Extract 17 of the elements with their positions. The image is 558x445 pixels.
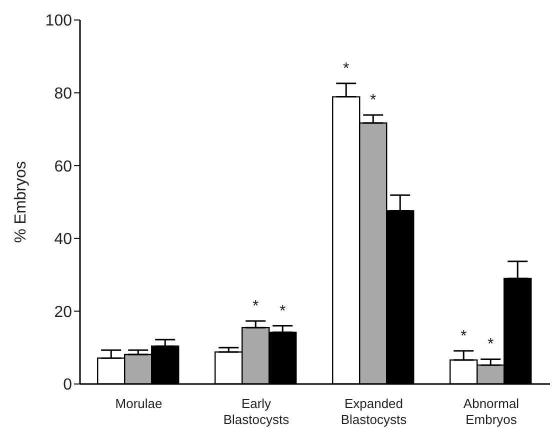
data-label: * [252, 298, 259, 316]
y-tick-label: 80 [54, 85, 72, 102]
y-tick-label: 40 [54, 231, 72, 248]
data-label: * [343, 60, 350, 78]
y-axis-title: % Embryos [12, 161, 30, 243]
y-tick-label: 100 [45, 12, 72, 30]
x-tick-label: Morulae [115, 396, 162, 411]
data-label: * [460, 328, 467, 345]
y-tick-label: 20 [54, 304, 72, 321]
y-tick-label: 60 [54, 158, 72, 176]
data-label: * [488, 336, 494, 354]
x-tick-label: Expanded Blastocysts [340, 396, 408, 427]
x-tick-label: Abnormal Embryos [463, 396, 520, 427]
data-label: * [280, 302, 286, 320]
y-tick-label: 0 [63, 376, 72, 394]
data-label: * [370, 92, 376, 110]
x-tick-label: Early Blastocysts [223, 396, 290, 427]
